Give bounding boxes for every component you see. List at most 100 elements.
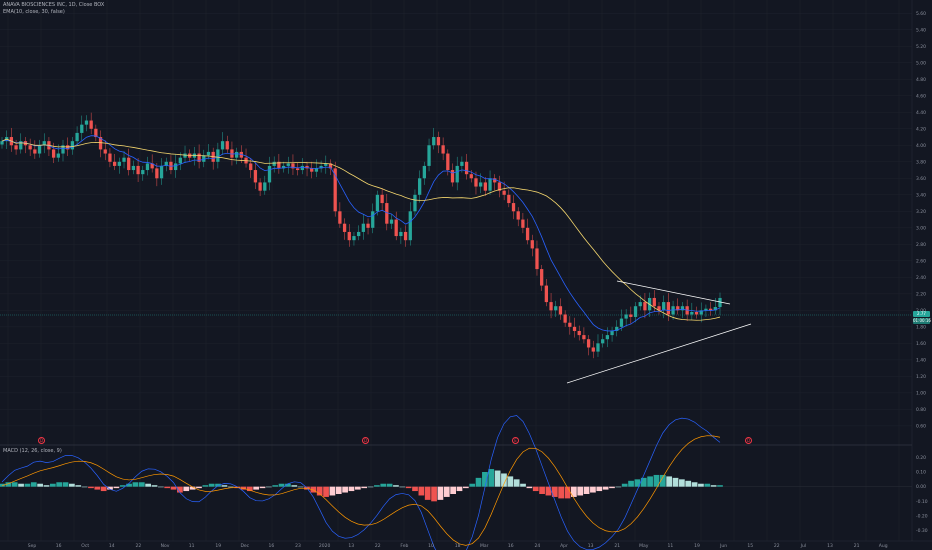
event-marker-dividend[interactable]: D — [745, 437, 752, 444]
macd-histogram-bar — [18, 483, 24, 487]
macd-histogram-bar — [380, 483, 387, 487]
price-axis-label: 4.80 — [916, 77, 926, 83]
candle-up — [37, 145, 42, 154]
candle-down — [366, 223, 370, 228]
candle-down — [296, 168, 300, 171]
candle-up — [460, 161, 464, 166]
candle-down — [385, 203, 389, 224]
candle-up — [272, 161, 276, 166]
event-marker-dividend[interactable]: D — [38, 437, 45, 444]
macd-histogram-bar — [329, 486, 336, 496]
macd-histogram-bar — [424, 486, 431, 500]
time-axis-label: Feb — [400, 543, 408, 549]
candle-up — [399, 231, 403, 237]
candle-down — [544, 285, 549, 303]
candle-up — [263, 182, 267, 191]
time-axis[interactable]: Sep 16 Oct 14 22 Nov 11 19 Dec 16 23 2020 13 22 Feb 10 1… — [28, 543, 888, 549]
candle-up — [131, 165, 136, 171]
candle-down — [328, 163, 333, 169]
time-axis-label: 22 — [774, 543, 780, 549]
candle-up — [619, 318, 624, 327]
candle-down — [230, 149, 234, 158]
price-axis-label: 3.40 — [916, 192, 926, 198]
macd-histogram-bar — [710, 485, 717, 487]
trendline-upper[interactable] — [616, 280, 731, 305]
candle-up — [699, 310, 703, 315]
price-axis-label: 5.40 — [916, 27, 926, 33]
legend-ema[interactable]: EMA(10, close, 30, false) — [3, 9, 65, 15]
macd-histogram-bar — [354, 486, 361, 490]
price-axis-label: 2.00 — [916, 308, 926, 314]
macd-histogram-bar — [501, 473, 507, 487]
candle-up — [718, 297, 722, 308]
time-axis-label: Oct — [81, 543, 89, 549]
candle-down — [483, 182, 488, 191]
candle-down — [150, 163, 154, 169]
macd-histogram-bar — [342, 486, 348, 493]
macd-histogram-bar — [348, 486, 355, 492]
candle-down — [549, 302, 553, 311]
candle-down — [197, 153, 201, 162]
candle-up — [220, 141, 225, 150]
candle-up — [427, 145, 431, 166]
legend-title[interactable]: ANAVA BIOSCIENCES INC, 1D, Close BOX — [3, 2, 105, 8]
macd-histogram-bar — [513, 479, 520, 487]
macd-histogram-bar — [170, 486, 177, 490]
candle-up — [596, 343, 600, 352]
macd-histogram-bar — [56, 482, 63, 487]
macd-histogram-bar — [5, 482, 12, 487]
macd-histogram-bar — [634, 479, 641, 487]
candle-up — [408, 211, 412, 241]
macd-histogram-bar — [189, 486, 196, 490]
macd-histogram-bar — [482, 472, 488, 487]
trendline-lower[interactable] — [566, 323, 752, 384]
event-marker-dividend[interactable]: D — [362, 437, 369, 444]
candle-up — [164, 161, 168, 166]
legend-macd-label[interactable]: MACD (12, 26, close, 9) — [3, 448, 62, 454]
time-axis-label: 11 — [668, 543, 674, 549]
candle-up — [286, 163, 290, 166]
candle-up — [42, 141, 46, 146]
event-marker-earnings[interactable]: E — [512, 437, 519, 444]
price-axis-label: 2.80 — [916, 242, 926, 248]
candle-down — [136, 165, 140, 175]
macd-histogram-bar — [24, 483, 31, 487]
macd-histogram-bar — [418, 486, 425, 496]
candle-up — [206, 151, 211, 156]
macd-histogram-bar — [621, 483, 628, 487]
macd-histogram-bar — [0, 483, 5, 487]
candle-down — [342, 223, 347, 232]
candle-up — [361, 223, 365, 232]
macd-axis[interactable]: 0.20 0.10 0.00 -0.10 -0.20 -0.30 — [916, 455, 928, 534]
price-axis-label: 1.20 — [916, 374, 926, 380]
time-axis-label: 16 — [508, 543, 514, 549]
macd-histogram-bar — [532, 486, 539, 492]
candle-up — [0, 141, 4, 145]
macd-axis-label: -0.20 — [916, 514, 928, 520]
fast-moving-average-line — [1, 135, 721, 332]
candle-up — [389, 219, 394, 224]
macd-histogram-bar — [88, 486, 94, 489]
candle-up — [455, 165, 459, 183]
macd-histogram-bar — [69, 483, 75, 487]
candle-down — [502, 190, 506, 195]
time-axis-label: 13 — [348, 543, 354, 549]
candle-up — [690, 311, 694, 315]
candle-down — [497, 182, 502, 191]
candle-down — [51, 149, 56, 158]
price-axis-label: 1.80 — [916, 324, 926, 330]
candle-up — [418, 178, 422, 195]
candle-up — [638, 302, 642, 307]
candle-up — [615, 326, 619, 331]
candle-down — [94, 128, 98, 138]
candle-down — [676, 306, 680, 311]
candle-down — [558, 306, 563, 315]
price-axis-label: 5.00 — [916, 60, 926, 66]
price-axis[interactable]: 5.60 5.40 5.20 5.00 4.80 4.60 4.40 4.20 4.00 3.80… — [916, 11, 926, 430]
macd-histogram-bar — [259, 486, 266, 489]
macd-histogram-bar — [272, 485, 279, 487]
macd-histogram-bar — [570, 486, 577, 497]
candle-down — [347, 231, 351, 241]
